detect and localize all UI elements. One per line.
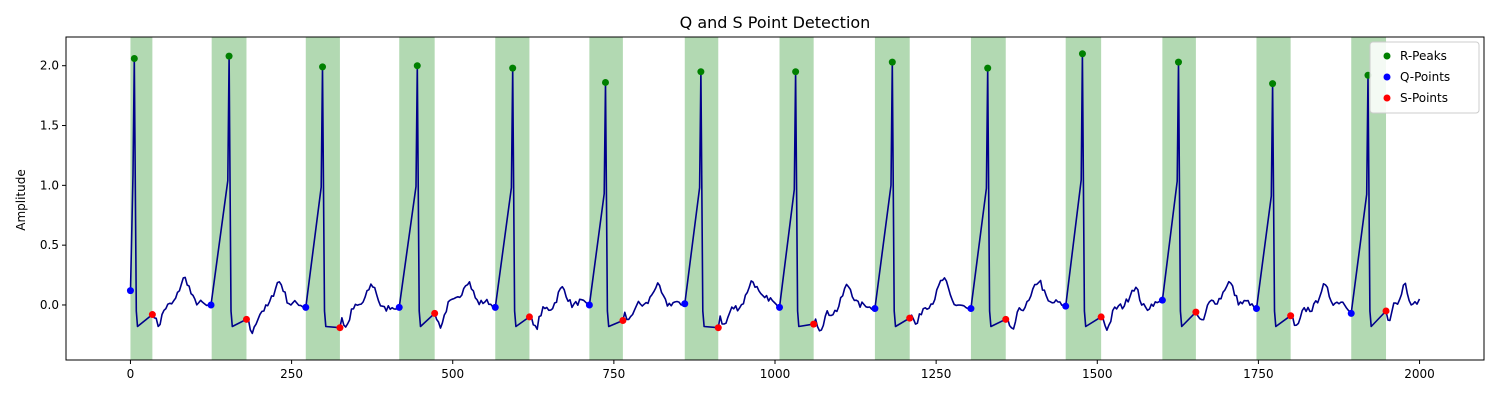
r-peak-point-4 xyxy=(509,64,517,72)
s-point-12 xyxy=(1287,312,1295,320)
y-tick-label: 0.0 xyxy=(40,298,59,312)
r-peak-point-11 xyxy=(1174,58,1182,66)
x-tick-label: 1500 xyxy=(1082,367,1113,381)
s-point-5 xyxy=(619,317,627,325)
r-peak-point-2 xyxy=(319,63,327,71)
q-point-11 xyxy=(1158,296,1166,304)
y-tick-label: 0.5 xyxy=(40,238,59,252)
x-tick-label: 1250 xyxy=(921,367,952,381)
q-point-6 xyxy=(681,300,689,308)
s-point-9 xyxy=(1002,315,1010,323)
s-point-2 xyxy=(336,324,344,332)
q-point-10 xyxy=(1062,302,1070,310)
s-point-1 xyxy=(242,315,250,323)
r-peak-point-0 xyxy=(130,55,138,63)
r-peak-point-3 xyxy=(413,62,421,70)
signal-layer xyxy=(129,52,1421,335)
y-axis-label: Amplitude xyxy=(14,169,28,231)
legend-label-s-points: S-Points xyxy=(1400,91,1448,105)
s-point-11 xyxy=(1192,308,1200,316)
q-point-4 xyxy=(491,303,499,311)
s-point-3 xyxy=(431,309,439,317)
q-point-2 xyxy=(302,303,310,311)
r-peak-point-6 xyxy=(697,68,705,76)
points-layer xyxy=(126,50,1390,332)
x-tick-label: 1750 xyxy=(1243,367,1274,381)
q-point-5 xyxy=(585,301,593,309)
q-point-0 xyxy=(126,287,134,295)
r-peak-point-10 xyxy=(1078,50,1086,58)
q-point-12 xyxy=(1252,305,1260,313)
s-point-8 xyxy=(906,314,914,322)
legend: R-Peaks Q-Points S-Points xyxy=(1369,41,1480,114)
r-peak-point-7 xyxy=(792,68,800,76)
q-point-1 xyxy=(207,301,215,309)
q-point-8 xyxy=(871,305,879,313)
r-peak-point-9 xyxy=(984,64,992,72)
r-peak-point-12 xyxy=(1269,80,1277,88)
r-peak-point-8 xyxy=(888,58,896,66)
ecg-signal-line xyxy=(129,52,1421,335)
chart-title: Q and S Point Detection xyxy=(680,13,871,32)
legend-marker-q-points xyxy=(1383,73,1391,81)
r-peak-point-1 xyxy=(225,52,233,60)
legend-marker-s-points xyxy=(1383,94,1391,102)
q-point-7 xyxy=(776,303,784,311)
legend-label-q-points: Q-Points xyxy=(1400,70,1450,84)
x-tick-label: 500 xyxy=(441,367,464,381)
x-tick-label: 0 xyxy=(127,367,135,381)
legend-label-r-peaks: R-Peaks xyxy=(1400,49,1447,63)
x-tick-label: 1000 xyxy=(760,367,791,381)
q-point-9 xyxy=(967,305,975,313)
s-point-0 xyxy=(148,311,156,319)
x-tick-label: 250 xyxy=(280,367,303,381)
s-point-7 xyxy=(810,320,818,328)
y-tick-label: 2.0 xyxy=(40,59,59,73)
s-point-10 xyxy=(1097,313,1105,321)
y-tick-label: 1.0 xyxy=(40,178,59,192)
r-peak-point-5 xyxy=(601,78,609,86)
q-point-3 xyxy=(395,303,403,311)
q-point-13 xyxy=(1347,309,1355,317)
x-axis: 0 250 500 750 1000 1250 1500 1750 2000 xyxy=(127,360,1435,381)
s-point-6 xyxy=(714,324,722,332)
y-tick-label: 1.5 xyxy=(40,119,59,133)
y-axis: 0.0 0.5 1.0 1.5 2.0 xyxy=(40,59,66,312)
x-tick-label: 750 xyxy=(602,367,625,381)
s-point-4 xyxy=(525,313,533,321)
x-tick-label: 2000 xyxy=(1404,367,1435,381)
legend-marker-r-peaks xyxy=(1383,52,1391,60)
s-point-13 xyxy=(1382,307,1390,315)
legend-box xyxy=(1369,41,1480,114)
